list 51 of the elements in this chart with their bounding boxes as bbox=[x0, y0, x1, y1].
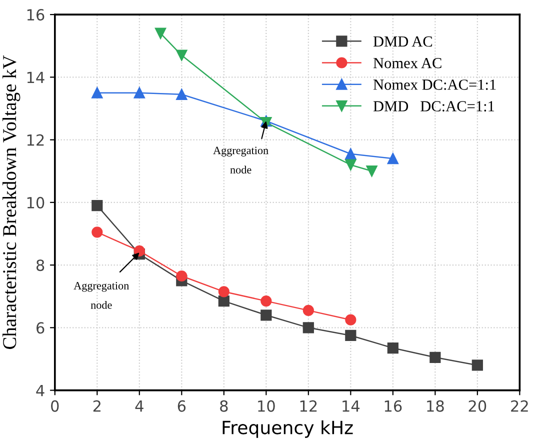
point bbox=[302, 322, 314, 334]
y-tick-label: 4 bbox=[36, 384, 44, 396]
y-tick-label: 6 bbox=[36, 322, 44, 334]
x-tick-label: 4 bbox=[135, 400, 144, 412]
x-tick-label: 0 bbox=[51, 400, 59, 412]
legend-label: Nomex AC bbox=[373, 58, 442, 68]
point bbox=[92, 200, 103, 212]
y-tick-label: 16 bbox=[27, 9, 44, 21]
y-tick-label: 12 bbox=[27, 134, 44, 146]
point bbox=[366, 166, 378, 177]
legend-label: DMD AC bbox=[373, 36, 432, 47]
x-tick-label: 16 bbox=[384, 400, 402, 412]
point bbox=[345, 330, 356, 342]
point bbox=[134, 245, 145, 257]
y-tick-label: 10 bbox=[27, 196, 44, 208]
point bbox=[92, 226, 103, 238]
x-tick-label: 18 bbox=[427, 400, 444, 412]
y-axis-title: Characteristic Breakdown Voltage kV bbox=[2, 55, 20, 349]
point bbox=[176, 270, 188, 282]
point bbox=[176, 50, 188, 61]
y-tick-label: 14 bbox=[27, 72, 44, 83]
x-tick-label: 12 bbox=[300, 400, 317, 412]
point bbox=[345, 314, 356, 326]
point bbox=[387, 153, 398, 164]
point bbox=[430, 352, 441, 363]
x-tick-label: 8 bbox=[220, 400, 228, 412]
x-tick-label: 20 bbox=[468, 400, 486, 412]
point bbox=[345, 148, 356, 160]
point bbox=[92, 87, 103, 98]
point bbox=[134, 87, 145, 98]
x-tick-label: 6 bbox=[178, 400, 186, 412]
x-tick-label: 14 bbox=[342, 400, 360, 412]
x-tick-label: 2 bbox=[93, 400, 100, 412]
point bbox=[302, 304, 314, 316]
x-axis-title: Frequency kHz bbox=[222, 420, 353, 438]
y-tick-label: 8 bbox=[36, 260, 44, 272]
legend-label: DMD DC:AC=1:1 bbox=[373, 101, 494, 112]
x-tick-label: 22 bbox=[511, 400, 528, 412]
legend-label: Nomex DC:AC=1:1 bbox=[373, 80, 496, 90]
point bbox=[345, 159, 356, 170]
point bbox=[218, 286, 230, 298]
annotation: Aggregation node bbox=[213, 146, 268, 174]
x-tick-label: 10 bbox=[258, 400, 275, 412]
point bbox=[260, 295, 272, 307]
point bbox=[472, 360, 483, 371]
point bbox=[154, 28, 166, 39]
point bbox=[260, 310, 272, 321]
point bbox=[176, 88, 188, 100]
point bbox=[387, 342, 398, 354]
point bbox=[218, 295, 230, 307]
annotation: Aggregation node bbox=[74, 282, 129, 309]
